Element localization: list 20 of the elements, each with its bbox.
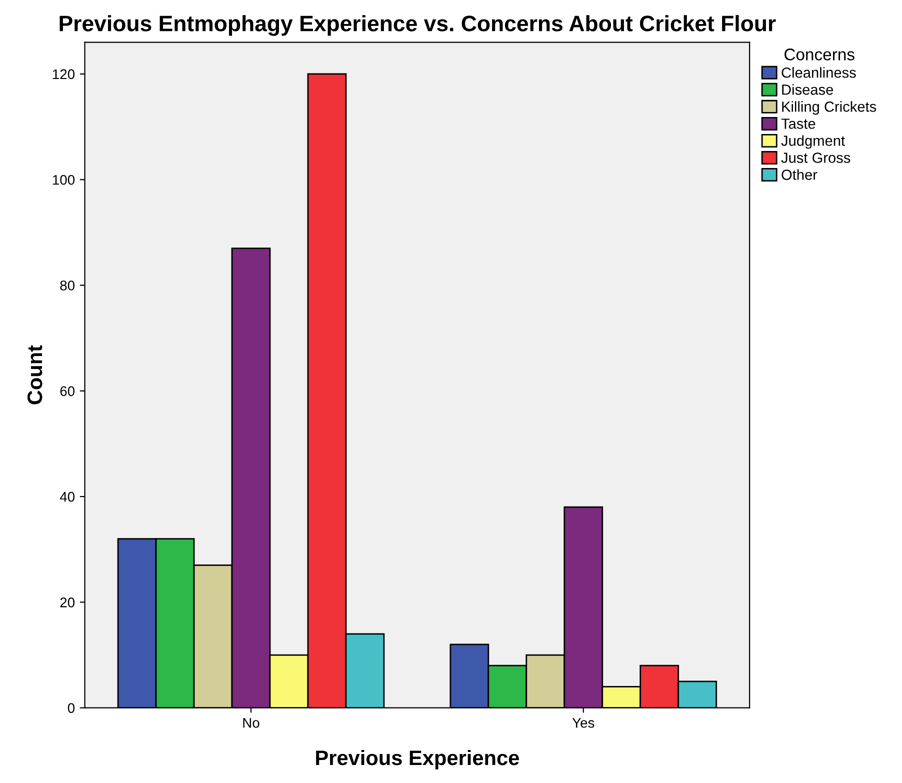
y-tick-label: 100	[52, 174, 75, 185]
y-tick-label: 120	[52, 69, 75, 80]
y-tick-label: 60	[60, 386, 75, 396]
x-tick-label: No	[243, 718, 260, 728]
y-tick-label: 0	[68, 703, 75, 713]
x-tick-label: Yes	[572, 718, 594, 728]
legend-label: Cleanliness	[782, 67, 856, 78]
legend-label: Taste	[781, 118, 816, 129]
x-axis-title: Previous Experience	[316, 750, 519, 770]
y-axis-title: Count	[27, 345, 42, 404]
legend-label: Just Gross	[781, 152, 850, 163]
chart-title: Previous Entmophagy Experience vs. Concerns About Cricket Flour	[60, 15, 776, 36]
legend-label: Killing Crickets	[782, 101, 876, 115]
legend-label: Disease	[782, 84, 834, 95]
y-tick-label: 40	[60, 492, 75, 502]
y-tick-label: 20	[60, 598, 75, 608]
y-tick-label: 80	[60, 280, 75, 290]
legend-label: Judgment	[781, 135, 845, 149]
legend-title: Concerns	[784, 48, 854, 60]
legend-label: Other	[782, 169, 818, 180]
